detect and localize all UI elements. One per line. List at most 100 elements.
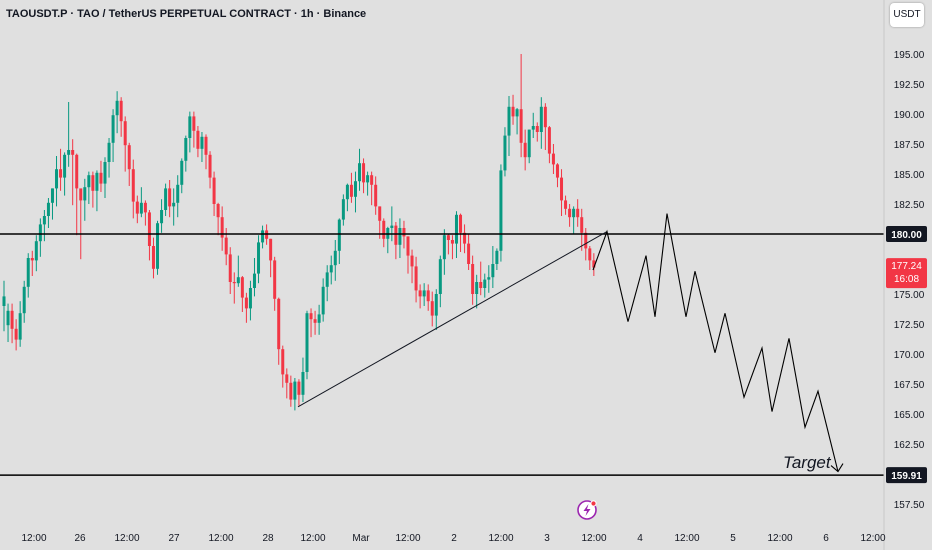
candle-body [442,235,446,260]
candle-body [588,248,592,261]
candle-body [151,246,155,269]
candle-body [430,301,434,316]
y-tick-label: 190.00 [894,110,925,121]
candle-body [398,228,402,245]
candle-body [337,219,341,251]
candle-body [200,136,204,149]
candle-body [454,214,458,244]
candle-body [123,121,127,146]
bar-countdown-label: 16:08 [894,274,919,285]
candle-body [75,154,79,189]
x-tick-label: 12:00 [208,533,233,544]
candle-body [119,100,123,122]
candle-body [236,277,240,284]
candle-body [164,188,168,210]
current-price-tag: 177.24 16:08 [886,258,927,289]
x-tick-label: 6 [823,533,829,544]
candle-body [34,241,38,261]
currency-button[interactable]: USDT [890,3,924,27]
x-tick-label: 3 [544,533,550,544]
candle-body [507,106,511,136]
candle-body [168,188,172,207]
candle-body [446,235,450,240]
x-tick-label: 2 [451,533,457,544]
candle-body [111,115,115,143]
candle-body [547,127,551,154]
candle-body [394,225,398,245]
candle-body [30,258,34,261]
lightning-icon[interactable] [577,500,597,520]
candle-body [281,349,285,375]
candle-body [584,232,588,249]
candle-body [519,109,523,143]
y-tick-label: 162.50 [894,440,925,451]
candle-body [568,208,572,218]
candle-body [224,237,228,255]
candle-body [184,138,188,161]
y-tick-label: 187.50 [894,140,925,151]
y-tick-label: 182.50 [894,200,925,211]
candle-body [576,208,580,218]
candle-body [107,142,111,162]
candle-body [297,381,301,395]
candle-body [366,175,370,183]
ascending-trendline[interactable] [297,231,608,408]
candle-body [426,290,430,302]
candle-body [418,290,422,297]
candle-body [87,175,91,188]
candle-body [63,154,67,178]
candle-body [192,116,196,131]
candle-body [353,181,357,197]
candle-body [220,217,224,238]
y-tick-label: 165.00 [894,410,925,421]
candle-body [172,202,176,207]
y-tick-label: 157.50 [894,500,925,511]
candle-body [313,319,317,323]
y-tick-label: 167.50 [894,380,925,391]
candle-body [26,258,30,287]
candle-body [543,106,547,128]
x-tick-label: 12:00 [674,533,699,544]
candle-body [301,372,305,395]
candle-body [277,298,281,350]
candle-body [95,172,99,191]
x-tick-label: Mar [352,533,370,544]
time-axis[interactable]: 12:00 26 12:00 27 12:00 28 12:00 Mar 12:00 2 12:00… [21,533,885,544]
y-tick-label: 170.00 [894,350,925,361]
candle-body [410,255,414,267]
candle-body [147,212,151,246]
candle-body [487,277,491,280]
candle-body [188,116,192,138]
candle-body [450,240,454,244]
candle-body [503,135,507,171]
candle-body [285,374,289,383]
candle-body [422,290,426,297]
candle-body [180,160,184,185]
projected-path-line[interactable] [592,213,839,472]
candle-body [438,259,442,294]
candle-body [523,142,527,158]
candle-body [212,177,216,204]
candle-body [592,260,596,268]
candle-body [127,145,131,170]
candle-body [228,254,232,282]
candle-body [390,225,394,228]
candle-body [261,230,265,243]
x-tick-label: 26 [74,533,86,544]
candle-body [273,260,277,299]
candle-body [42,216,46,225]
candle-body [309,313,313,320]
tag-180-label: 180.00 [891,230,922,241]
tag-target: 159.91 [886,467,927,484]
tag-180-background [886,226,927,242]
price-axis[interactable]: 195.00 192.50 190.00 187.50 185.00 182.50 177.… [894,50,925,511]
tag-target-label: 159.91 [891,471,922,482]
candle-body [329,265,333,273]
candle-body [131,169,135,202]
candle-body [22,286,26,314]
candle-body [341,199,345,220]
candle-body [349,184,353,197]
candle-body [467,243,471,264]
